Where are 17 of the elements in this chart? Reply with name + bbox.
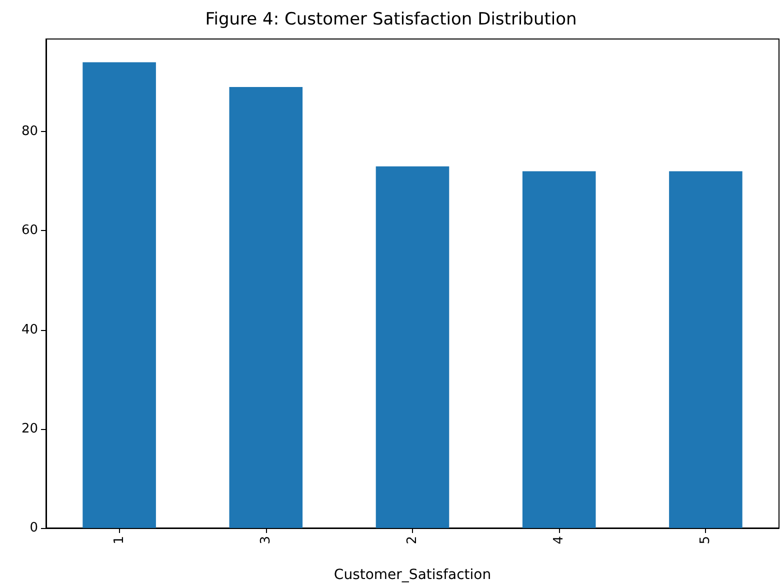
bar [669,171,742,528]
y-tick-label: 40 [21,322,38,338]
chart-title: Figure 4: Customer Satisfaction Distribution [205,10,577,30]
y-tick-label: 20 [21,421,38,436]
x-tick-label: 1 [112,536,127,544]
x-tick-label: 4 [552,536,567,544]
x-tick-label: 5 [698,536,714,544]
bar [229,87,303,528]
y-tick-label: 80 [21,124,38,140]
bar [82,62,156,528]
x-axis-title: Customer_Satisfaction [334,567,492,583]
bar [376,166,450,528]
bar [522,171,596,528]
y-tick-label: 0 [30,520,38,536]
x-tick-label: 2 [405,536,420,544]
y-tick-label: 60 [21,223,38,238]
x-tick-label: 3 [258,536,274,544]
